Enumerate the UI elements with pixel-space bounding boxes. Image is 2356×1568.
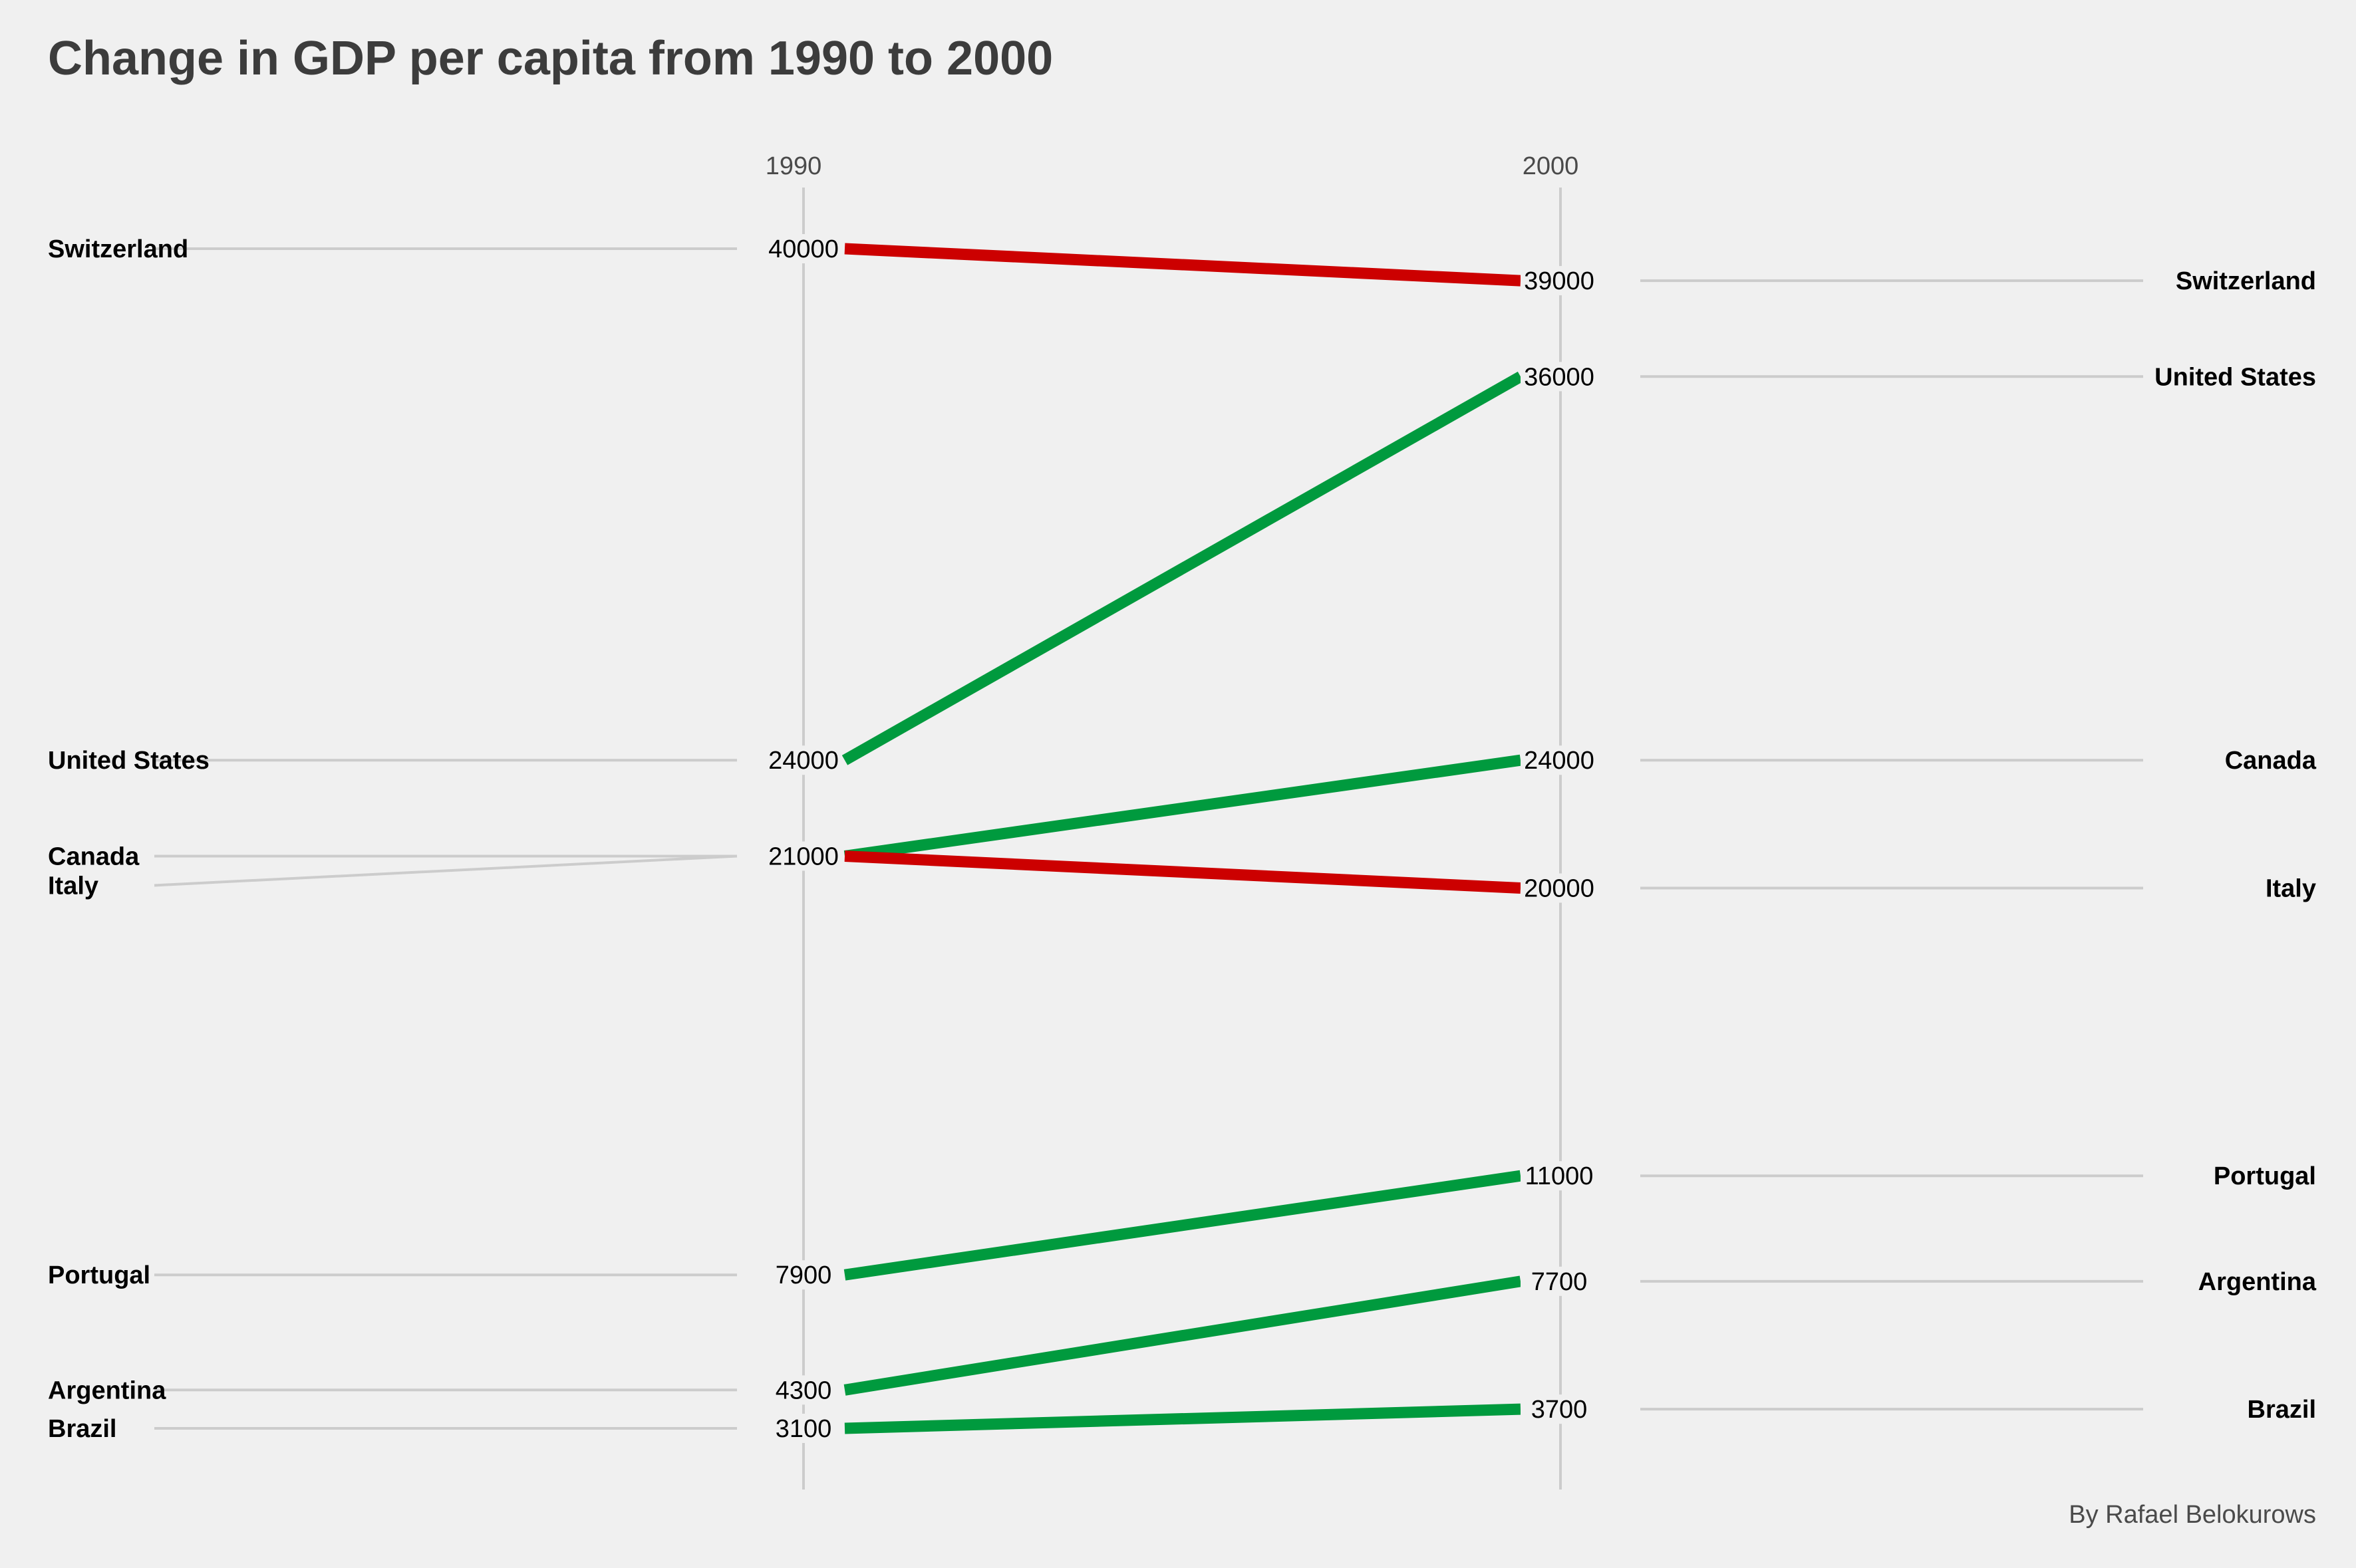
slope-line-argentina	[843, 1275, 1522, 1396]
value-bg-1990-brazil	[765, 1414, 842, 1443]
chart-caption: By Rafael Belokurows	[2069, 1501, 2316, 1529]
country-label-left-united-states: United States	[48, 747, 210, 775]
slope-lines-layer	[841, 243, 1524, 1434]
value-label-2000-canada: 24000	[1524, 747, 1594, 775]
value-bg-1990-portugal	[765, 1260, 842, 1290]
value-label-2000-italy: 20000	[1524, 875, 1594, 903]
value-bg-2000-argentina	[1521, 1266, 1598, 1296]
country-label-right-italy: Italy	[2266, 875, 2316, 903]
value-bg-2000-brazil	[1521, 1394, 1598, 1424]
value-bg-2000-canada	[1521, 745, 1598, 775]
country-label-right-canada: Canada	[2225, 747, 2317, 775]
slope-line-italy	[844, 850, 1521, 894]
axis-label-1990: 1990	[766, 152, 822, 180]
slope-line-portugal	[843, 1170, 1522, 1281]
value-label-2000-united-states: 36000	[1524, 363, 1594, 391]
country-label-left-argentina: Argentina	[48, 1376, 166, 1404]
value-bg-1990-united-states	[765, 745, 842, 775]
value-bg-1990-canada	[765, 841, 842, 871]
country-label-left-canada: Canada	[48, 843, 140, 870]
value-bg-2000-portugal	[1521, 1161, 1598, 1191]
value-bg-2000-united-states	[1521, 362, 1598, 392]
value-label-1990-argentina: 4300	[776, 1376, 832, 1404]
country-label-right-portugal: Portugal	[2214, 1162, 2316, 1190]
country-label-left-italy: Italy	[48, 872, 98, 900]
value-label-1990-switzerland: 40000	[768, 235, 839, 263]
country-label-left-brazil: Brazil	[48, 1415, 116, 1443]
country-label-left-switzerland: Switzerland	[48, 235, 188, 263]
labels-layer: 40000 39000 24000 36000 21000 24000 20000 7900 1…	[48, 234, 2317, 1443]
value-bg-2000-italy	[1521, 873, 1598, 903]
value-label-1990-united-states: 24000	[768, 747, 839, 775]
value-label-2000-argentina: 7700	[1531, 1268, 1588, 1296]
country-label-right-switzerland: Switzerland	[2176, 267, 2316, 295]
value-bg-2000-switzerland	[1521, 266, 1598, 296]
value-label-2000-switzerland: 39000	[1524, 267, 1594, 295]
guide-lines-layer	[154, 247, 2143, 1430]
chart-title: Change in GDP per capita from 1990 to 20…	[48, 32, 1053, 85]
value-label-2000-brazil: 3700	[1531, 1396, 1588, 1424]
value-label-1990-brazil: 3100	[776, 1415, 832, 1443]
slope-line-united-states	[841, 371, 1524, 765]
country-label-right-brazil: Brazil	[2248, 1396, 2316, 1424]
slope-line-canada	[843, 754, 1522, 862]
guide-line-left-italy	[154, 854, 738, 887]
slope-line-switzerland	[844, 243, 1521, 287]
value-label-2000-portugal: 11000	[1525, 1162, 1594, 1190]
country-label-left-portugal: Portugal	[48, 1261, 150, 1289]
value-label-1990-canada: 21000	[768, 843, 839, 870]
slope-line-brazil	[844, 1403, 1521, 1434]
value-bg-1990-argentina	[765, 1375, 842, 1405]
country-label-right-argentina: Argentina	[2198, 1268, 2317, 1296]
value-label-1990-portugal: 7900	[776, 1261, 832, 1289]
value-bg-1990-switzerland	[765, 234, 842, 263]
country-label-right-united-states: United States	[2154, 363, 2316, 391]
axis-label-2000: 2000	[1523, 152, 1579, 180]
